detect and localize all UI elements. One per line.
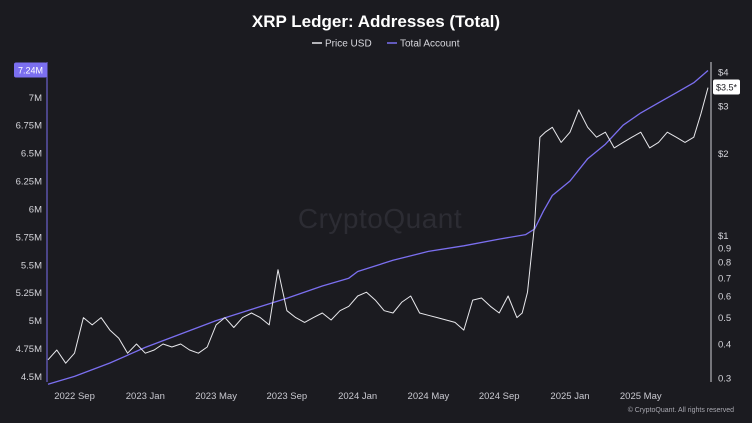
right-tick-label: 0.3 [718,373,731,384]
copyright-text: © CryptoQuant. All rights reserved [628,406,734,414]
total-account-line [47,70,709,385]
right-tick-label: $4 [718,67,729,78]
left-tick-label: 6.25M [16,177,42,188]
left-tick-label: 5.75M [16,232,42,243]
x-tick-label: 2025 Jan [550,391,589,402]
right-tick-label: $2 [718,149,729,160]
right-current-badge [713,79,740,95]
x-tick-label: 2024 Jan [338,391,377,402]
x-tick-label: 2023 Sep [267,391,308,402]
right-tick-label: $1 [718,231,729,242]
watermark: CryptoQuant [298,203,462,234]
x-tick-label: 2023 Jan [126,391,165,402]
left-tick-label: 6.75M [16,121,42,132]
left-tick-label: 6.5M [21,149,42,160]
value-badges: 7.24M $3.5* [14,62,740,95]
left-tick-label: 4.75M [16,344,42,355]
left-tick-label: 6M [29,204,42,215]
right-tick-label: 0.7 [718,273,731,284]
legend-label-accounts: Total Account [400,39,460,50]
right-tick-label: 0.5 [718,313,731,324]
legend-label-price: Price USD [325,39,372,50]
axes: 4.5M 4.75M 5M 5.25M 5.5M 5.75M 6M 6.25M 6.5M 6.75… [16,62,731,402]
series-layer [47,70,709,385]
left-tick-label: 7M [29,93,42,104]
x-tick-label: 2022 Sep [54,391,95,402]
chart-title: XRP Ledger: Addresses (Total) [252,12,500,31]
left-tick-label: 5.5M [21,260,42,271]
x-tick-label: 2024 May [408,391,450,402]
x-tick-label: 2024 Sep [479,391,520,402]
right-tick-label: $3 [718,101,729,112]
right-tick-label: 0.8 [718,258,731,269]
right-current-value: $3.5* [716,83,738,93]
legend: Price USD Total Account [312,39,460,50]
x-tick-label: 2023 May [195,391,237,402]
left-current-value: 7.24M [18,65,43,75]
right-tick-label: 0.6 [718,292,731,303]
left-tick-label: 5M [29,316,42,327]
left-tick-label: 4.5M [21,372,42,383]
right-tick-label: 0.4 [718,339,731,350]
right-tick-label: 0.9 [718,244,731,255]
x-tick-label: 2025 May [620,391,662,402]
left-current-badge [14,62,47,78]
price-usd-line [47,87,709,364]
left-tick-label: 5.25M [16,288,42,299]
